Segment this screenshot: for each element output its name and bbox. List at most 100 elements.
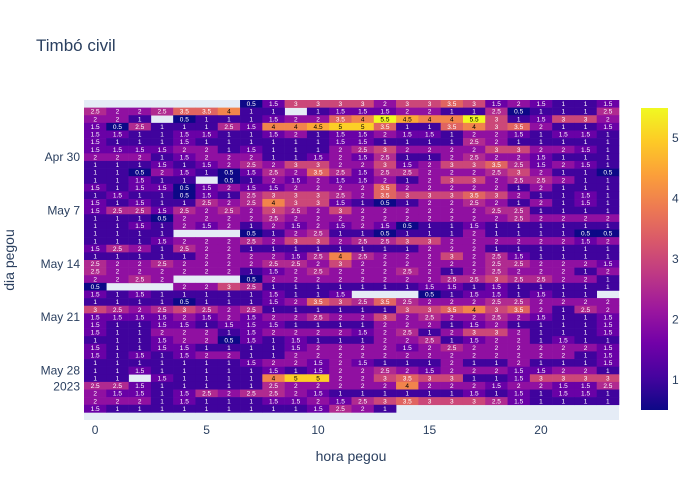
cell-value-label: 2 [383,132,387,139]
heatmap-cell [440,313,464,322]
heatmap-cell [529,183,553,192]
heatmap-cell [552,130,575,139]
cell-value-label: 1 [428,154,432,161]
cell-value-label: 1.5 [135,177,144,184]
cell-value-label: 3 [450,177,454,184]
heatmap-cell [173,366,196,375]
cell-value-label: 1.5 [514,132,523,139]
cell-value-label: 2.5 [358,398,367,405]
cell-value-label: 1 [450,322,454,329]
heatmap-cell [106,145,129,154]
cell-value-label: 3 [428,398,432,405]
cell-value-label: 1 [517,231,521,238]
cell-value-label: 1 [272,307,276,314]
heatmap-cell [150,275,174,284]
heatmap-cell [173,389,196,398]
heatmap-cell [485,343,508,352]
heatmap-cell [329,100,352,108]
heatmap-cell [552,343,575,352]
cell-value-label: 1 [428,360,432,367]
cell-value-label: 2 [294,360,298,367]
heatmap-cell [173,252,196,261]
heatmap-cell [329,351,352,360]
cell-value-label: 2 [182,337,186,344]
heatmap-cell [240,290,263,299]
cell-value-label: 1 [428,330,432,337]
cell-value-label: 1.5 [180,391,189,398]
cell-value-label: 2 [160,170,164,177]
cell-value-label: 3 [405,307,409,314]
cell-value-label: 2 [205,246,209,253]
heatmap-cell [329,252,352,261]
cell-value-label: 1 [272,284,276,291]
heatmap-cell [396,115,419,124]
heatmap-cell [217,153,241,162]
heatmap-cell [217,252,241,261]
heatmap-cell [552,260,575,268]
cell-value-label: 1 [205,360,209,367]
heatmap-cell [84,229,107,238]
cell-value-label: 1 [227,116,231,123]
heatmap-cell [106,397,129,406]
cell-value-label: 1 [205,406,209,413]
heatmap-cell [262,191,285,200]
heatmap-cell [596,336,620,345]
colorbar-tick-label: 4 [672,192,679,206]
cell-value-label: 2 [405,215,409,222]
cell-value-label: 2 [339,162,343,169]
heatmap-cell [128,107,152,116]
heatmap-cell [195,107,219,116]
heatmap-cell [507,282,531,291]
cell-value-label: 1 [116,375,120,382]
cell-value-label: 2 [116,116,120,123]
heatmap-cell [373,206,397,215]
cell-value-label: 0.5 [247,231,256,238]
cell-value-label: 2 [539,185,543,192]
cell-value-label: 1 [517,292,521,299]
cell-value-label: 1 [561,246,565,253]
cell-value-label: 1 [584,330,588,337]
cell-value-label: 1 [561,284,565,291]
heatmap-cell [84,359,107,367]
cell-value-label: 2 [472,261,476,268]
cell-value-label: 1 [272,139,276,146]
cell-value-label: 1.5 [91,208,100,215]
heatmap-cell [173,374,196,383]
heatmap-cell [596,214,620,223]
heatmap-cell [552,206,575,215]
heatmap-cell [440,153,464,162]
heatmap-cell [306,191,330,200]
heatmap-cell [529,336,553,345]
cell-value-label: 2 [249,154,253,161]
cell-value-label: 1.5 [247,330,256,337]
cell-value-label: 2 [405,147,409,154]
cell-value-label: 4 [472,124,476,131]
cell-value-label: 1 [316,246,320,253]
heatmap-cell [284,381,308,390]
cell-value-label: 1 [138,193,142,200]
heatmap-cell [418,122,441,131]
heatmap-cell [574,206,598,215]
cell-value-label: 1.5 [403,162,412,169]
cell-value-label: 3 [428,101,432,108]
heatmap-cell [84,138,107,147]
heatmap-cell [596,107,620,116]
cell-value-label: 1 [227,398,231,405]
cell-value-label: 1 [205,375,209,382]
cell-value-label: 2 [316,261,320,268]
heatmap-cell [217,397,241,406]
cell-value-label: 1 [116,253,120,260]
cell-value-label: 1 [116,170,120,177]
heatmap-cell [106,298,129,307]
heatmap-cell [173,183,196,192]
heatmap-cell [106,153,129,162]
heatmap-cell [485,115,508,124]
cell-value-label: 1 [539,223,543,230]
cell-value-label: 3 [405,193,409,200]
cell-value-label: 3.5 [202,109,211,116]
cell-value-label: 1 [182,368,186,375]
heatmap-cell [173,267,196,276]
cell-value-label: 1 [450,269,454,276]
cell-value-label: 1.5 [91,345,100,352]
cell-value-label: 2 [294,269,298,276]
